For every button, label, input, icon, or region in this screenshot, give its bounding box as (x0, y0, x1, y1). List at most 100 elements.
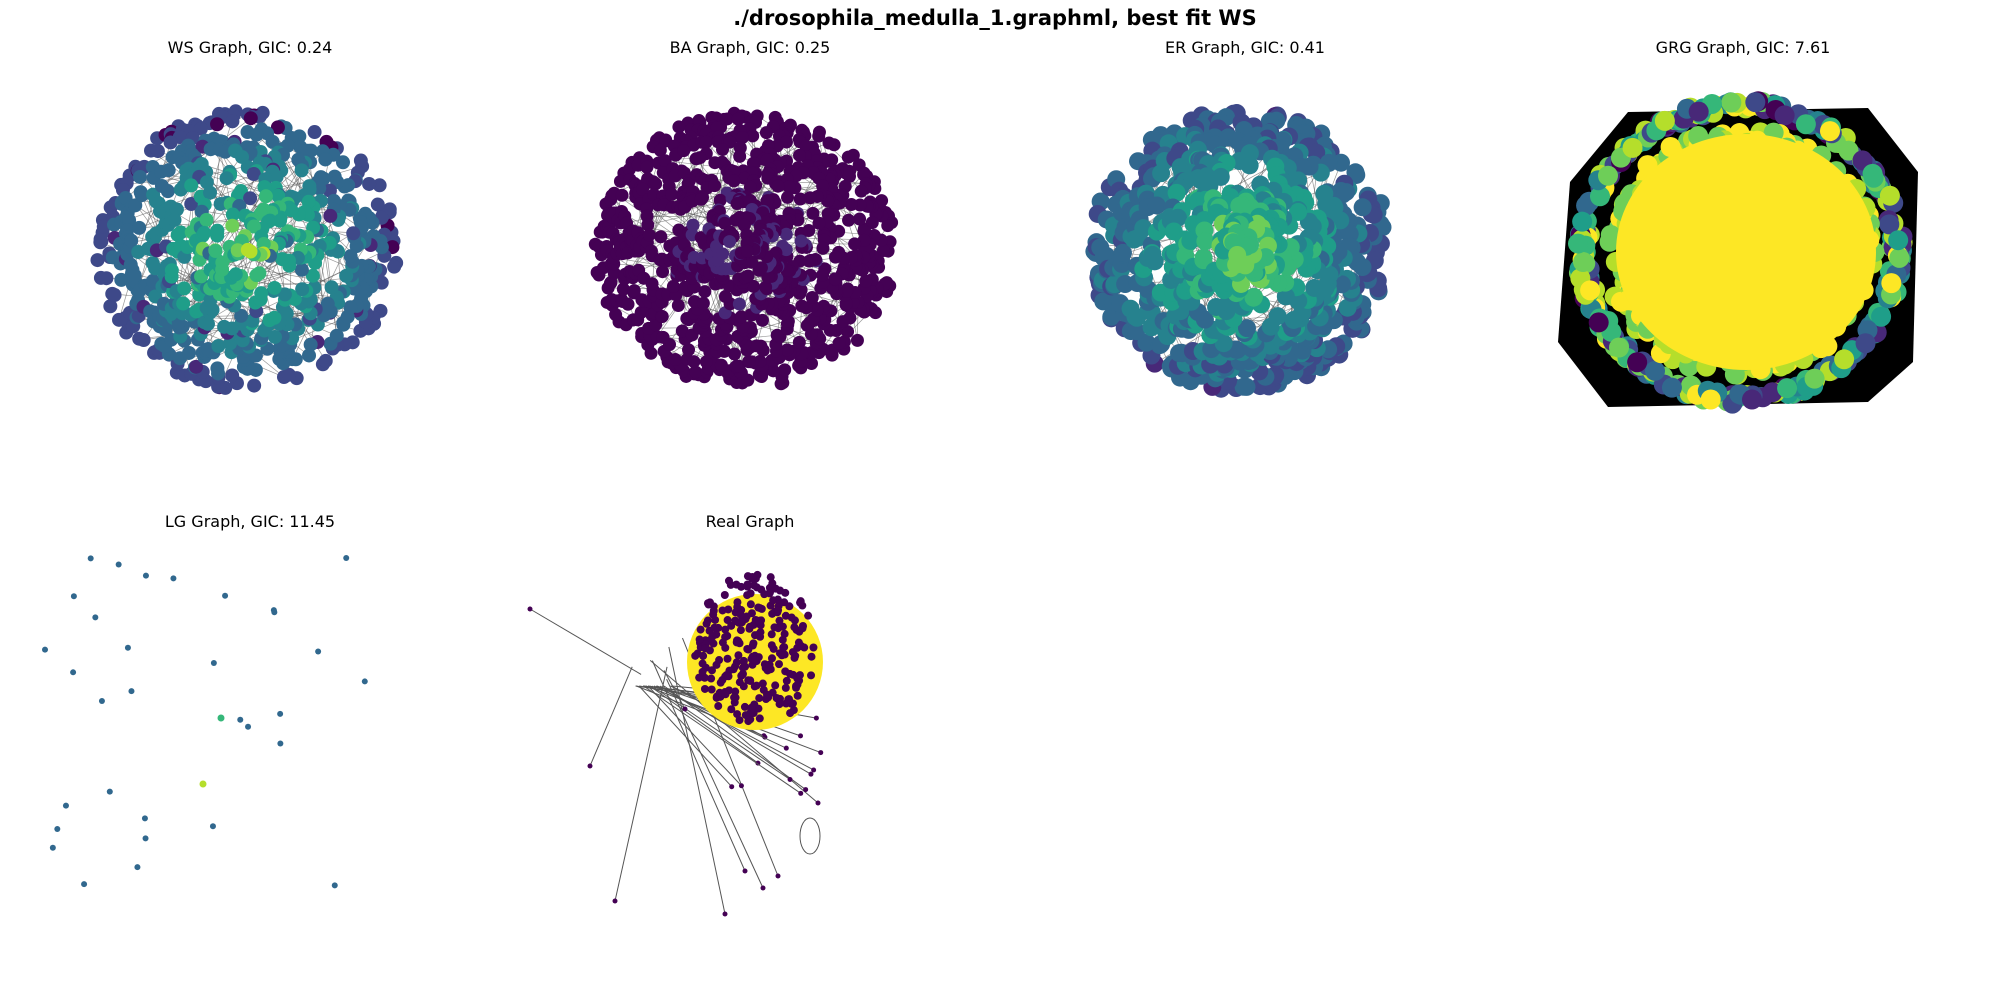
node (812, 216, 826, 230)
node (786, 709, 795, 718)
node (294, 163, 309, 178)
node (797, 642, 806, 651)
node (854, 184, 868, 198)
real-graph-panel: Real Graph (515, 512, 985, 952)
node (718, 290, 732, 304)
node (1168, 208, 1187, 227)
node (167, 213, 182, 228)
node (755, 616, 764, 625)
edge (649, 685, 759, 764)
node (678, 280, 692, 294)
node (127, 268, 142, 283)
node (699, 651, 708, 660)
node (741, 711, 750, 720)
node (812, 129, 826, 143)
node (1244, 287, 1263, 306)
node (49, 844, 56, 851)
node (615, 188, 629, 202)
node (197, 225, 212, 240)
node (876, 243, 890, 257)
node (210, 228, 225, 243)
node (724, 605, 733, 614)
node (228, 267, 243, 282)
node (209, 823, 216, 830)
node (141, 815, 148, 822)
node (708, 179, 722, 193)
node (709, 610, 718, 619)
node (727, 174, 741, 188)
node (792, 335, 806, 349)
node (258, 189, 273, 204)
node (793, 148, 807, 162)
node (844, 198, 858, 212)
node (686, 218, 700, 232)
node (225, 368, 240, 383)
node (775, 616, 784, 625)
node (230, 243, 245, 258)
node (759, 126, 773, 140)
node (1645, 360, 1666, 381)
node (783, 745, 789, 751)
node (211, 338, 226, 353)
node (746, 676, 755, 685)
node (1795, 114, 1816, 135)
node (247, 378, 262, 393)
node (755, 313, 769, 327)
node (1317, 195, 1336, 214)
node (1338, 298, 1357, 317)
node (765, 660, 774, 669)
node (1234, 377, 1253, 396)
edge (589, 666, 633, 767)
node (1276, 287, 1295, 306)
node (724, 672, 733, 681)
node (222, 592, 229, 599)
node (1113, 243, 1132, 262)
node (767, 641, 776, 650)
node (98, 697, 105, 704)
node (92, 614, 99, 621)
edge (706, 159, 775, 319)
node (694, 192, 708, 206)
node (749, 709, 758, 718)
ba-graph-plot (588, 106, 899, 391)
node (527, 606, 533, 612)
node (750, 581, 759, 590)
node (742, 355, 756, 369)
node (737, 582, 746, 591)
node (755, 604, 764, 613)
node (295, 282, 310, 297)
node (795, 299, 809, 313)
node (277, 287, 292, 302)
node (1871, 306, 1892, 327)
node (320, 296, 335, 311)
node (169, 202, 184, 217)
node (210, 361, 225, 376)
node (760, 194, 774, 208)
node (1353, 198, 1372, 217)
node (775, 660, 784, 669)
node (803, 191, 817, 205)
node (732, 297, 746, 311)
node (587, 763, 593, 769)
ba-graph-panel: BA Graph, GIC: 0.25 (515, 38, 985, 478)
node (766, 573, 775, 582)
real-graph-plot (527, 570, 824, 917)
node (243, 191, 258, 206)
edge (647, 685, 742, 787)
er-graph-plot (1085, 104, 1392, 398)
node (370, 197, 385, 212)
node (1268, 307, 1287, 326)
node (775, 873, 781, 879)
edge (638, 685, 733, 788)
node (853, 212, 867, 226)
ws-graph-title: WS Graph, GIC: 0.24 (167, 38, 333, 57)
node (225, 218, 240, 233)
node (736, 610, 745, 619)
node (217, 714, 225, 722)
node (246, 167, 261, 182)
node (343, 554, 350, 561)
node (199, 212, 214, 227)
node (785, 602, 794, 611)
node (700, 684, 709, 693)
node (142, 572, 149, 579)
